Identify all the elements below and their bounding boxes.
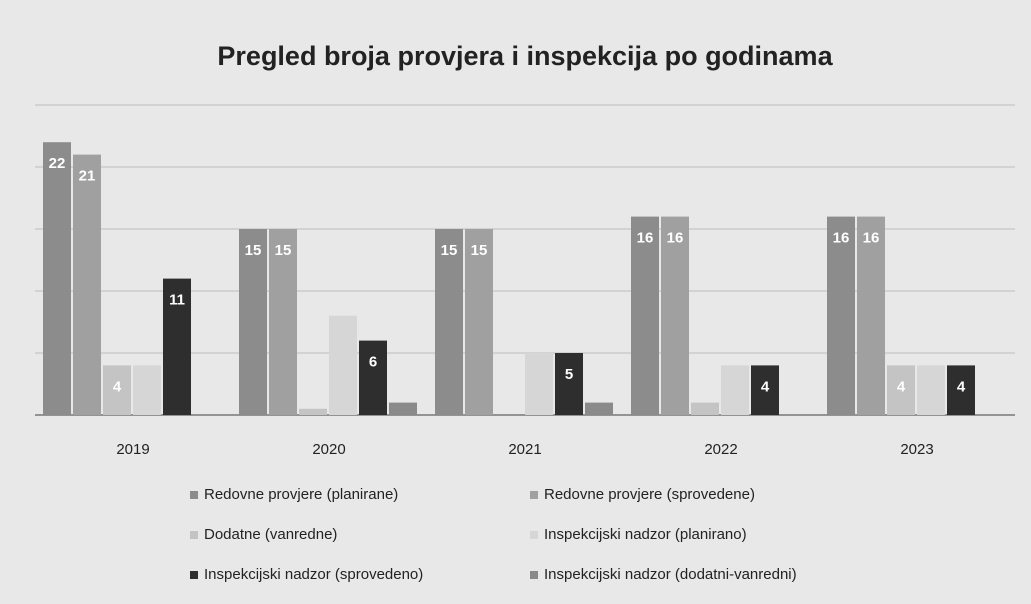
data-label: 4	[113, 378, 122, 395]
data-label: 4	[957, 378, 966, 395]
x-tick-label: 2021	[508, 441, 541, 458]
bar	[751, 365, 779, 415]
bar	[435, 229, 463, 415]
data-label: 21	[79, 168, 96, 185]
legend-swatch	[530, 531, 538, 539]
legend-swatch	[190, 531, 198, 539]
bar	[525, 353, 553, 415]
bar	[585, 402, 613, 415]
bar	[359, 340, 387, 415]
data-label: 15	[245, 242, 262, 259]
data-label: 5	[565, 366, 573, 383]
bar	[691, 402, 719, 415]
legend-label: Redovne provjere (sprovedene)	[544, 486, 755, 503]
data-label: 15	[275, 242, 292, 259]
data-label: 4	[897, 378, 906, 395]
data-label: 16	[667, 230, 684, 247]
bar	[887, 365, 915, 415]
chart-title: Pregled broja provjera i inspekcija po g…	[217, 41, 833, 71]
legend-swatch	[190, 571, 198, 579]
x-tick-label: 2023	[900, 441, 933, 458]
data-label: 16	[833, 230, 850, 247]
data-label: 22	[49, 155, 66, 172]
data-label: 15	[441, 242, 458, 259]
bar	[857, 216, 885, 415]
x-tick-label: 2020	[312, 441, 345, 458]
bar	[133, 365, 161, 415]
bar	[299, 408, 327, 415]
bar	[239, 229, 267, 415]
bar	[631, 216, 659, 415]
bar	[73, 154, 101, 415]
bar	[555, 353, 583, 415]
legend-label: Dodatne (vanredne)	[204, 526, 337, 543]
data-label: 16	[863, 230, 880, 247]
x-tick-label: 2022	[704, 441, 737, 458]
data-label: 6	[369, 354, 377, 371]
legend-swatch	[190, 491, 198, 499]
data-label: 16	[637, 230, 654, 247]
bar	[947, 365, 975, 415]
legend-label: Redovne provjere (planirane)	[204, 486, 398, 503]
bar	[917, 365, 945, 415]
data-label: 11	[169, 292, 185, 309]
legend-swatch	[530, 491, 538, 499]
legend-label: Inspekcijski nadzor (dodatni-vanredni)	[544, 566, 797, 583]
legend-swatch	[530, 571, 538, 579]
legend-label: Inspekcijski nadzor (sprovedeno)	[204, 566, 423, 583]
bar	[465, 229, 493, 415]
bar	[329, 315, 357, 415]
bar	[721, 365, 749, 415]
bar	[661, 216, 689, 415]
data-label: 15	[471, 242, 488, 259]
bar	[827, 216, 855, 415]
bar	[43, 142, 71, 415]
bar	[103, 365, 131, 415]
bar	[389, 402, 417, 415]
x-tick-label: 2019	[116, 441, 149, 458]
legend-label: Inspekcijski nadzor (planirano)	[544, 526, 747, 543]
data-label: 4	[761, 378, 770, 395]
bar	[269, 229, 297, 415]
bar	[163, 278, 191, 415]
